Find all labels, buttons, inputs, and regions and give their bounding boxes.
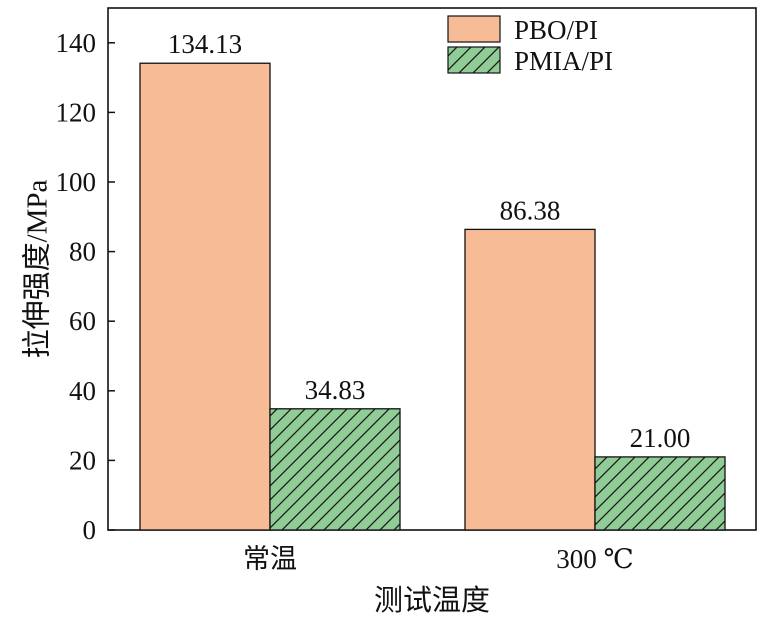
y-tick-label: 140 [56,28,97,58]
x-tick-label: 常温 [243,544,297,574]
legend-swatch-pbo-pi [447,15,501,43]
y-tick-label: 80 [69,237,96,267]
value-labels: 134.13 86.38 34.83 21.00 [168,29,691,453]
y-tick-label: 100 [56,167,97,197]
y-tick-label: 120 [56,97,97,127]
value-label: 86.38 [500,195,561,225]
bar-pbo-pi-0 [139,62,271,531]
y-tick-label: 40 [69,376,96,406]
x-axis-title: 测试温度 [374,584,490,617]
plot-frame [107,7,757,531]
y-tick-label: 20 [69,445,96,475]
y-tick-label: 0 [83,515,97,545]
y-tick-label: 60 [69,306,96,336]
y-axis-ticks: 0 20 40 60 80 100 120 140 [56,28,115,545]
value-label: 34.83 [305,375,366,405]
x-tick-label: 300 ℃ [556,544,633,574]
bar-pmia-pi-1 [594,456,726,531]
legend: PBO/PI PMIA/PI [447,15,613,76]
bar-pmia-pi-0 [269,408,401,531]
bar-pbo-pi-1 [464,228,596,531]
x-axis-ticks: 常温 300 ℃ [243,523,634,574]
legend-label-pmia-pi: PMIA/PI [514,46,613,76]
bars [139,62,726,531]
legend-label-pbo-pi: PBO/PI [514,15,598,45]
legend-swatch-pmia-pi [447,46,501,74]
value-label: 21.00 [630,423,691,453]
value-label: 134.13 [168,29,242,59]
y-axis-title: 拉伸强度/MPa [21,179,54,358]
